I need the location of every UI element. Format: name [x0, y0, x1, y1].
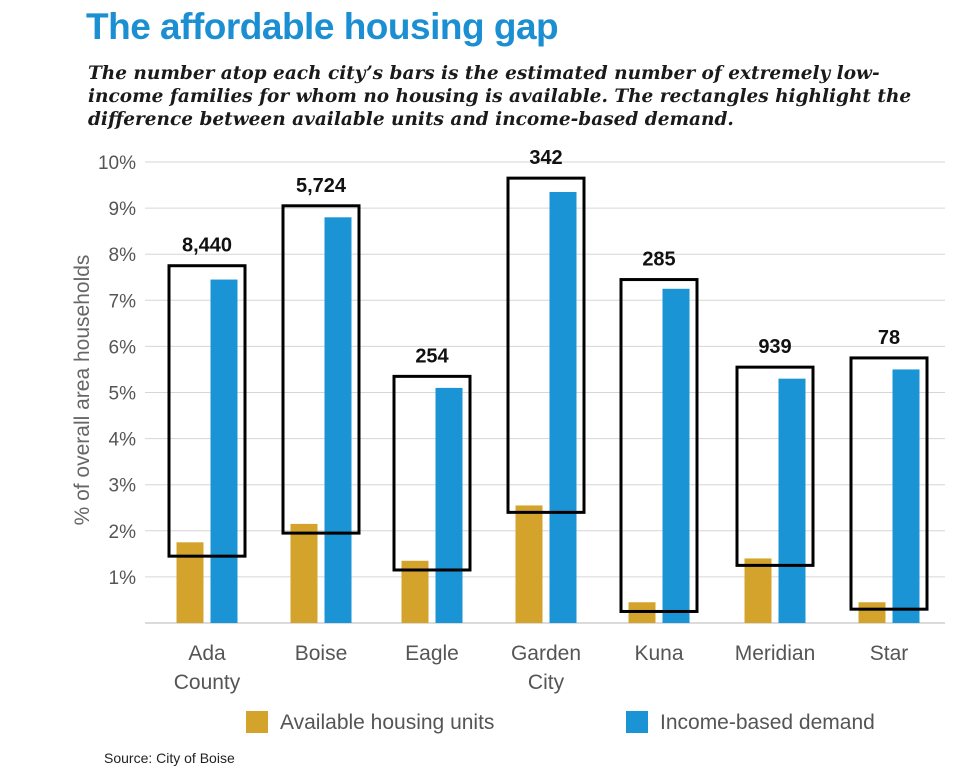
category-label: Kuna	[634, 642, 683, 665]
bar-demand	[892, 369, 920, 623]
y-tick-label: 9%	[109, 199, 137, 220]
bar-demand	[549, 191, 577, 623]
gridlines	[145, 161, 945, 624]
bar-available	[858, 602, 886, 623]
y-tick-label: 2%	[109, 522, 137, 543]
gap-annotation: 285	[642, 249, 675, 271]
bar-available	[290, 523, 318, 623]
gap-rectangle	[281, 204, 361, 535]
y-tick-label: 4%	[109, 430, 137, 451]
legend-swatch-demand	[626, 711, 648, 733]
bar-demand	[662, 288, 690, 623]
bar-available	[176, 542, 204, 623]
category-label: Ada County	[174, 642, 241, 694]
gap-rectangle	[849, 356, 929, 611]
gap-annotation: 254	[415, 345, 449, 367]
gap-annotation: 342	[529, 147, 562, 169]
y-axis-ticks: 1% 2% 3% 4% 5% 6% 7% 8% 9% 10%	[98, 153, 136, 589]
bar-available	[744, 558, 772, 623]
category-label: Boise	[295, 642, 348, 665]
y-axis-label: % of overall area households	[71, 255, 94, 526]
y-tick-label: 7%	[109, 291, 137, 312]
chart-title: The affordable housing gap	[86, 6, 559, 47]
gap-annotation: 8,440	[182, 235, 232, 257]
gap-annotation: 5,724	[296, 175, 347, 197]
legend: Available housing units Income-based dem…	[246, 711, 875, 734]
y-tick-label: 10%	[98, 153, 136, 174]
gap-rectangle	[619, 278, 699, 613]
annotations: 8,440 5,724 254 342 285 939 78	[182, 147, 900, 367]
gap-rectangle	[392, 374, 472, 572]
y-tick-label: 6%	[109, 337, 137, 358]
bar-demand	[210, 279, 238, 623]
gap-rectangle	[167, 264, 247, 558]
legend-label-demand: Income-based demand	[660, 711, 875, 734]
y-tick-label: 3%	[109, 476, 137, 497]
chart-subtitle: The number atop each city’s bars is the …	[88, 63, 912, 130]
y-tick-label: 8%	[109, 245, 137, 266]
y-tick-label: 5%	[109, 384, 137, 405]
legend-label-available: Available housing units	[280, 711, 494, 734]
gap-rectangle	[506, 176, 586, 514]
category-label: Star	[870, 642, 909, 665]
gap-rectangles	[167, 176, 929, 613]
bar-demand	[324, 217, 352, 623]
bars	[176, 191, 920, 623]
category-label: Eagle	[405, 642, 459, 665]
bar-demand	[435, 387, 463, 623]
gap-annotation: 939	[758, 336, 791, 358]
legend-swatch-available	[246, 711, 268, 733]
category-label: Garden City	[511, 642, 581, 694]
bar-available	[515, 505, 543, 623]
y-tick-label: 1%	[109, 568, 137, 589]
gap-rectangle	[735, 365, 815, 567]
x-axis-categories: Ada County Boise Eagle Garden City Kuna Meridia…	[174, 642, 909, 694]
bar-demand	[778, 378, 806, 623]
gap-annotation: 78	[878, 327, 900, 349]
source-note: Source: City of Boise	[104, 750, 235, 766]
category-label: Meridian	[735, 642, 816, 665]
